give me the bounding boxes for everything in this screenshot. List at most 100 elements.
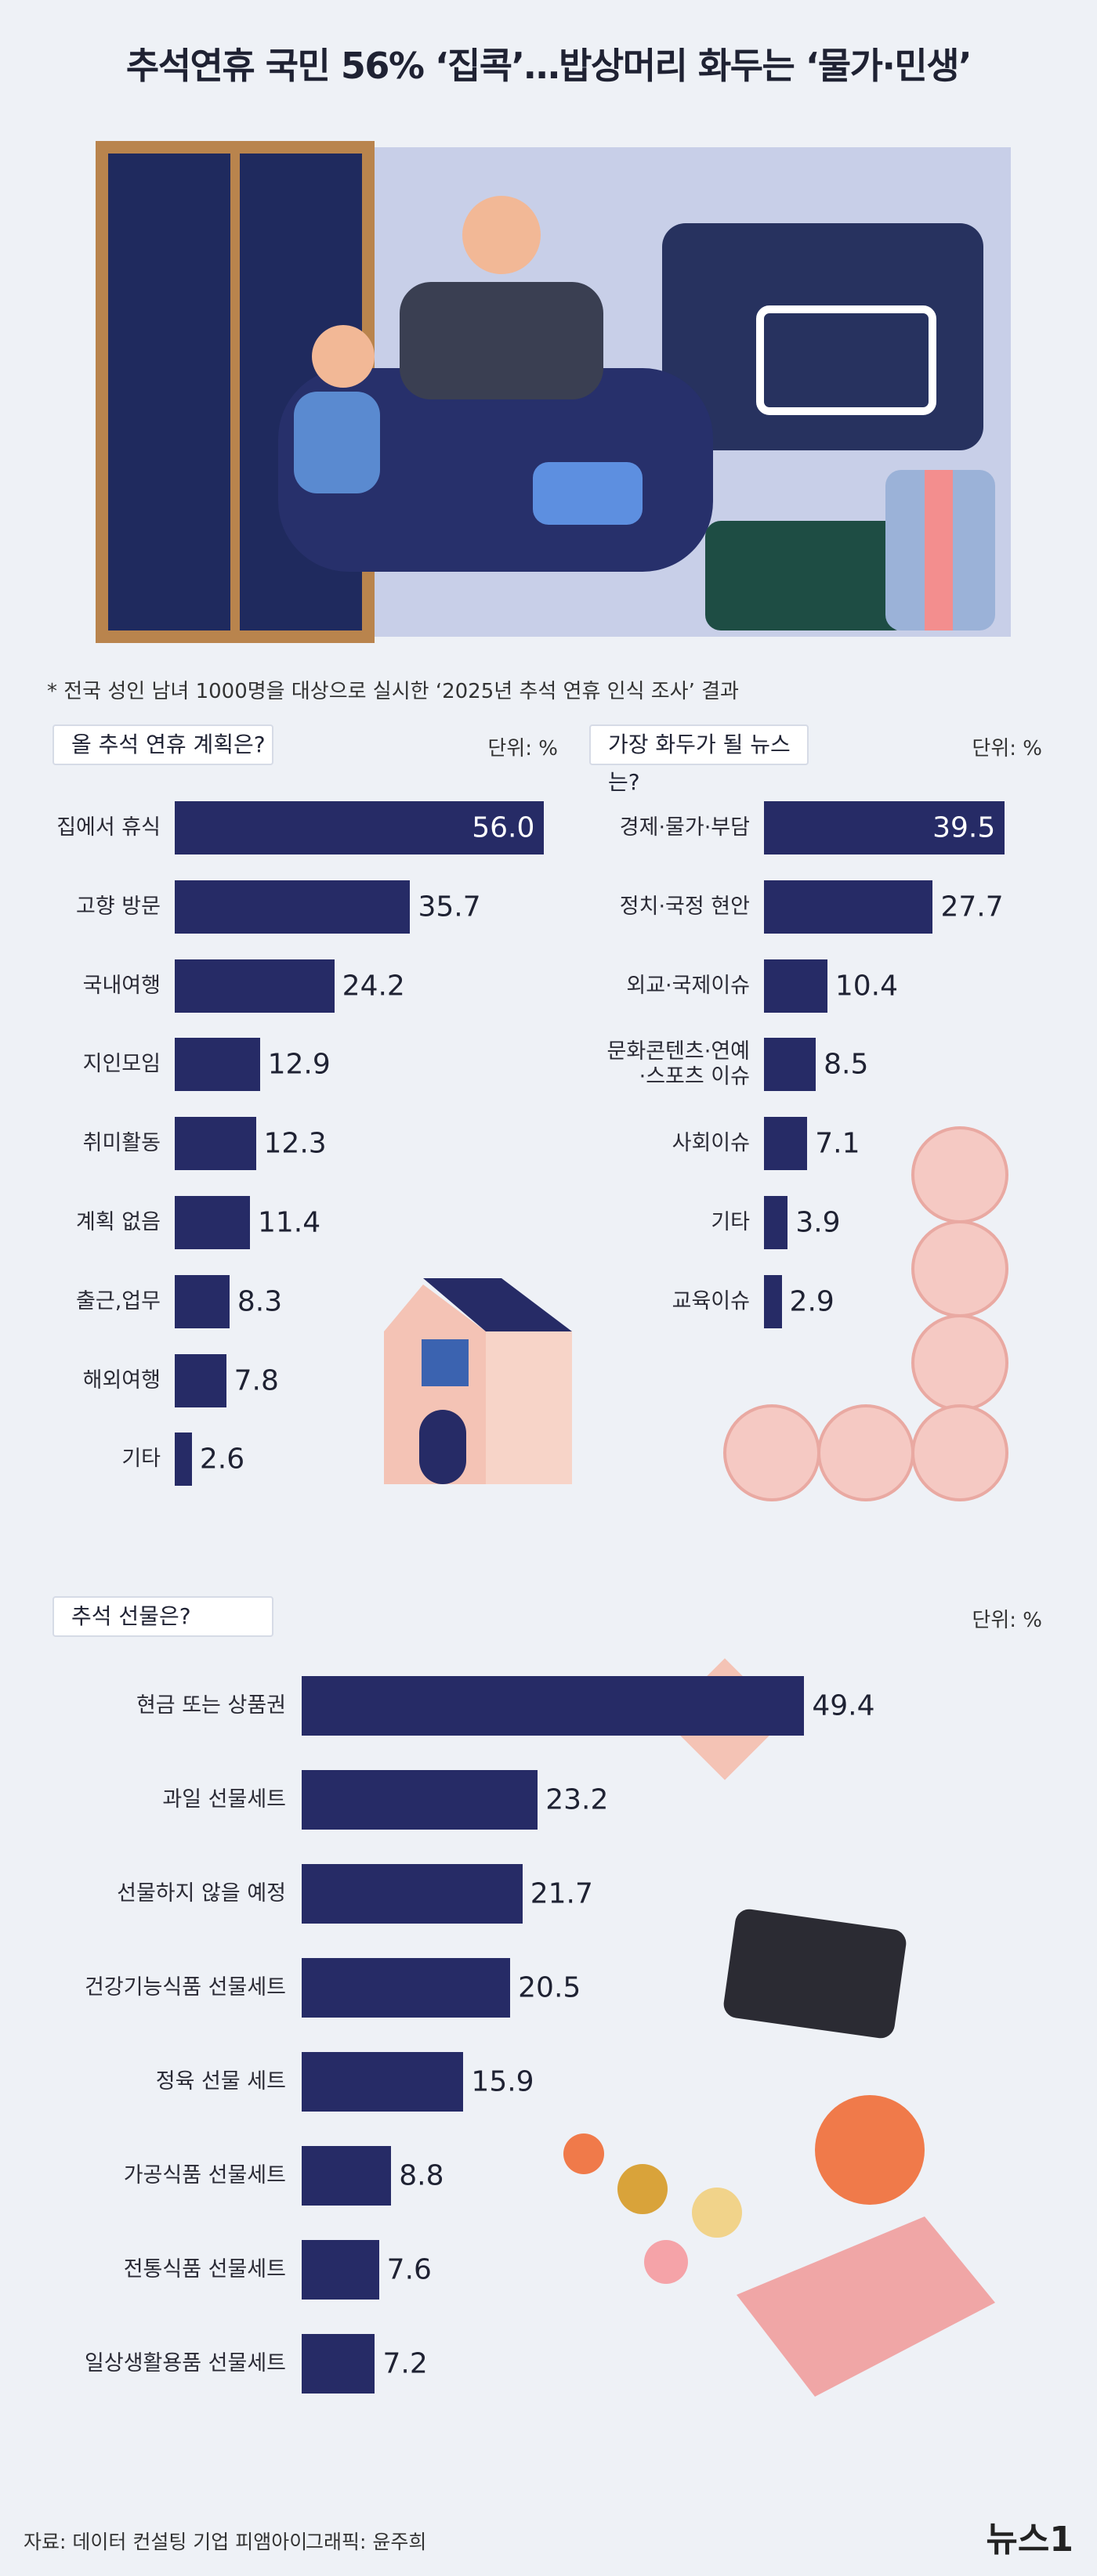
bar [175,801,545,854]
bar [175,880,411,934]
category-label: 국내여행 [82,973,161,998]
category-label: 문화콘텐츠·연예 ·스포츠 이슈 [606,1039,750,1089]
value-label: 12.9 [267,1048,331,1081]
bar [302,2334,375,2394]
category-label: 지인모임 [82,1052,161,1077]
basket [756,305,936,415]
pumpkin [815,2095,925,2205]
bar [302,2146,392,2206]
bar [175,959,335,1013]
bar [302,1864,523,1924]
person-head [312,325,375,388]
value-label: 3.9 [795,1206,841,1239]
chart-subtitle: 추석 선물은? [52,1596,273,1637]
category-label: 출근,업무 [76,1288,161,1313]
category-label: 정치·국정 현안 [619,894,750,919]
tv-panel [662,223,983,450]
category-label: 외교·국제이슈 [626,973,750,998]
value-label: 24.2 [342,970,405,1003]
house-window [422,1339,469,1386]
category-label: 고향 방문 [76,894,161,919]
value-label: 7.8 [234,1364,279,1397]
bar [764,959,827,1013]
category-label: 해외여행 [82,1367,161,1393]
category-label: 가공식품 선물세트 [123,2163,286,2188]
bar [764,880,933,934]
bar [302,1676,805,1736]
value-label: 7.6 [386,2253,432,2286]
bar [764,1196,788,1249]
person-legs [533,462,643,525]
note: * 전국 성인 남녀 1000명을 대상으로 실시한 ‘2025년 추석 연휴 … [47,680,739,703]
gift [705,521,909,630]
person-head [462,196,541,274]
category-label: 일상생활용품 선물세트 [85,2351,286,2375]
person-body [294,392,380,493]
unit-label: 단위: % [972,1609,1042,1632]
bar [175,1274,230,1328]
category-label: 현금 또는 상품권 [136,1693,286,1718]
value-label: 56.0 [472,811,535,844]
bar [302,1770,538,1830]
category-label: 집에서 휴식 [56,815,161,840]
value-label: 10.4 [835,970,899,1003]
title: 추석연휴 국민 56% ‘집콕’…밥상머리 화두는 ‘물가·민생’ [125,45,972,87]
value-label: 7.1 [815,1127,860,1160]
person-body [400,282,603,399]
logo: 뉴스1 [986,2520,1073,2560]
value-label: 2.9 [789,1285,835,1318]
category-label: 계획 없음 [76,1210,161,1234]
category-label: 교육이슈 [672,1288,750,1313]
bar [175,1196,250,1249]
bar [302,2052,464,2112]
gift-box [737,2217,995,2397]
value-label: 49.4 [812,1689,875,1722]
category-label: 경제·물가·부담 [619,815,750,840]
value-label: 8.8 [399,2159,444,2192]
source: 자료: 데이터 컨설팅 기업 피앰아이 [24,2531,308,2553]
bar [175,1433,192,1487]
house [486,1331,572,1484]
value-label: 21.7 [530,1877,593,1910]
category-label: 취미활동 [82,1131,161,1156]
category-label: 전통식품 선물세트 [123,2257,286,2282]
value-label: 27.7 [940,891,1004,923]
bar [302,2240,379,2300]
value-label: 8.5 [824,1048,869,1081]
chart-subtitle: 올 추석 연휴 계획은? [52,724,273,765]
value-label: 7.2 [382,2347,428,2380]
value-label: 20.5 [518,1971,581,2004]
category-label: 정육 선물 세트 [155,2069,286,2094]
credit: 그래픽: 윤주희 [306,2531,427,2553]
value-label: 2.6 [199,1443,245,1476]
bar [764,1274,782,1328]
category-label: 과일 선물세트 [162,1787,286,1812]
bar [302,1958,511,2018]
bar [764,1038,816,1092]
bar [175,1117,256,1171]
category-label: 기타 [121,1447,161,1472]
bar [175,1353,226,1407]
house-door [419,1410,466,1484]
category-label: 건강기능식품 선물세트 [85,1975,286,2000]
bar [175,1038,260,1092]
category-label: 기타 [711,1210,750,1234]
fruit [563,2133,604,2174]
unit-label: 단위: % [487,737,558,761]
gift-ribbon [925,470,953,630]
bar [764,801,1005,854]
value-label: 8.3 [237,1285,283,1318]
value-label: 12.3 [263,1127,327,1160]
roof [423,1278,572,1331]
bar [764,1117,808,1171]
chart-subtitle: 가장 화두가 될 뉴스는? [589,724,809,795]
value-label: 35.7 [418,891,481,923]
category-label: 선물하지 않을 예정 [117,1881,286,1906]
fruit [692,2188,742,2238]
coins [723,1126,1008,1501]
fruit [644,2240,688,2284]
fruit [617,2164,668,2214]
value-label: 11.4 [257,1206,321,1239]
